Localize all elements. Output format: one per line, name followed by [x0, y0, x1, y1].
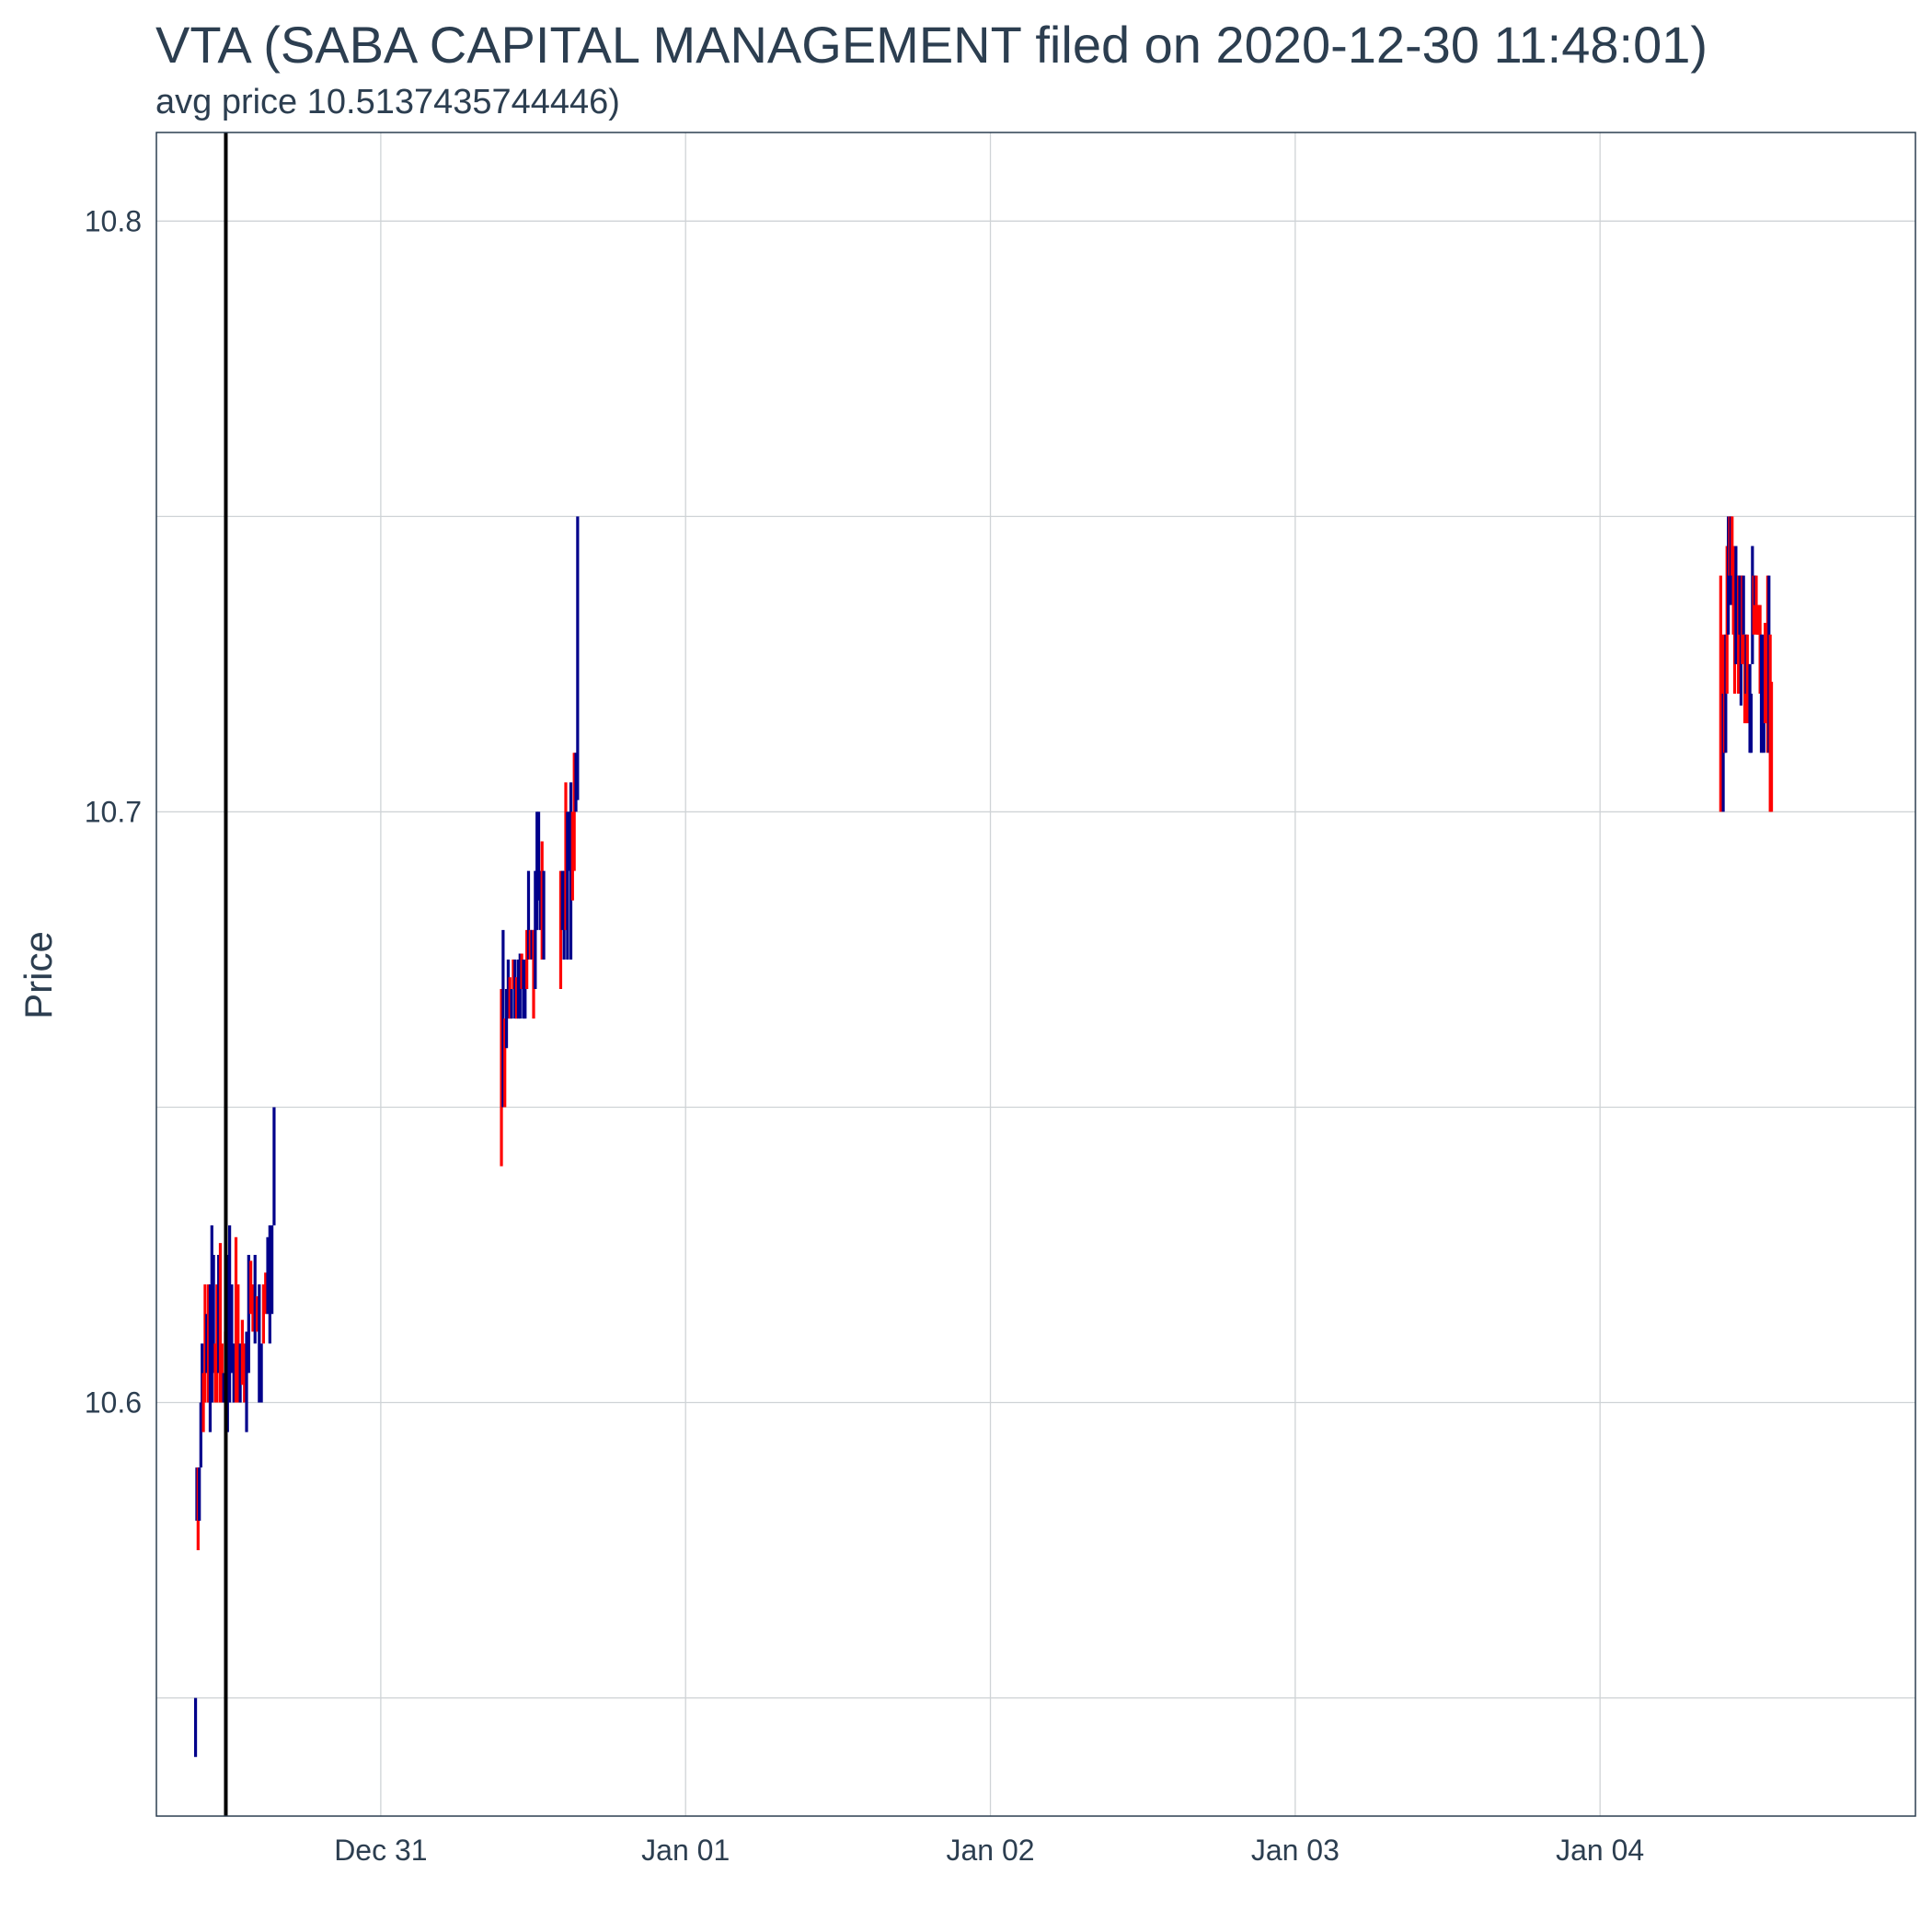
x-tick-label: Jan 01	[641, 1834, 730, 1867]
x-tick-label: Jan 03	[1251, 1834, 1340, 1867]
x-tick-label: Dec 31	[334, 1834, 427, 1867]
chart-subtitle: avg price 10.5137435744446)	[155, 83, 620, 121]
chart-title: VTA (SABA CAPITAL MANAGEMENT filed on 20…	[155, 16, 1708, 74]
y-tick-label: 10.6	[85, 1386, 142, 1420]
y-tick-label: 10.8	[85, 204, 142, 237]
plot-panel-border	[155, 132, 1916, 1817]
y-axis-label: Price	[17, 931, 60, 1019]
y-axis-ticks: 10.6 10.7 10.8	[85, 204, 142, 1419]
x-axis-ticks: Dec 31 Jan 01 Jan 02 Jan 03 Jan 04	[334, 1834, 1644, 1867]
y-tick-label: 10.7	[85, 795, 142, 828]
x-tick-label: Jan 02	[946, 1834, 1034, 1867]
gridlines	[156, 132, 1915, 1816]
x-tick-label: Jan 04	[1556, 1834, 1644, 1867]
price-segments	[193, 516, 1774, 1757]
